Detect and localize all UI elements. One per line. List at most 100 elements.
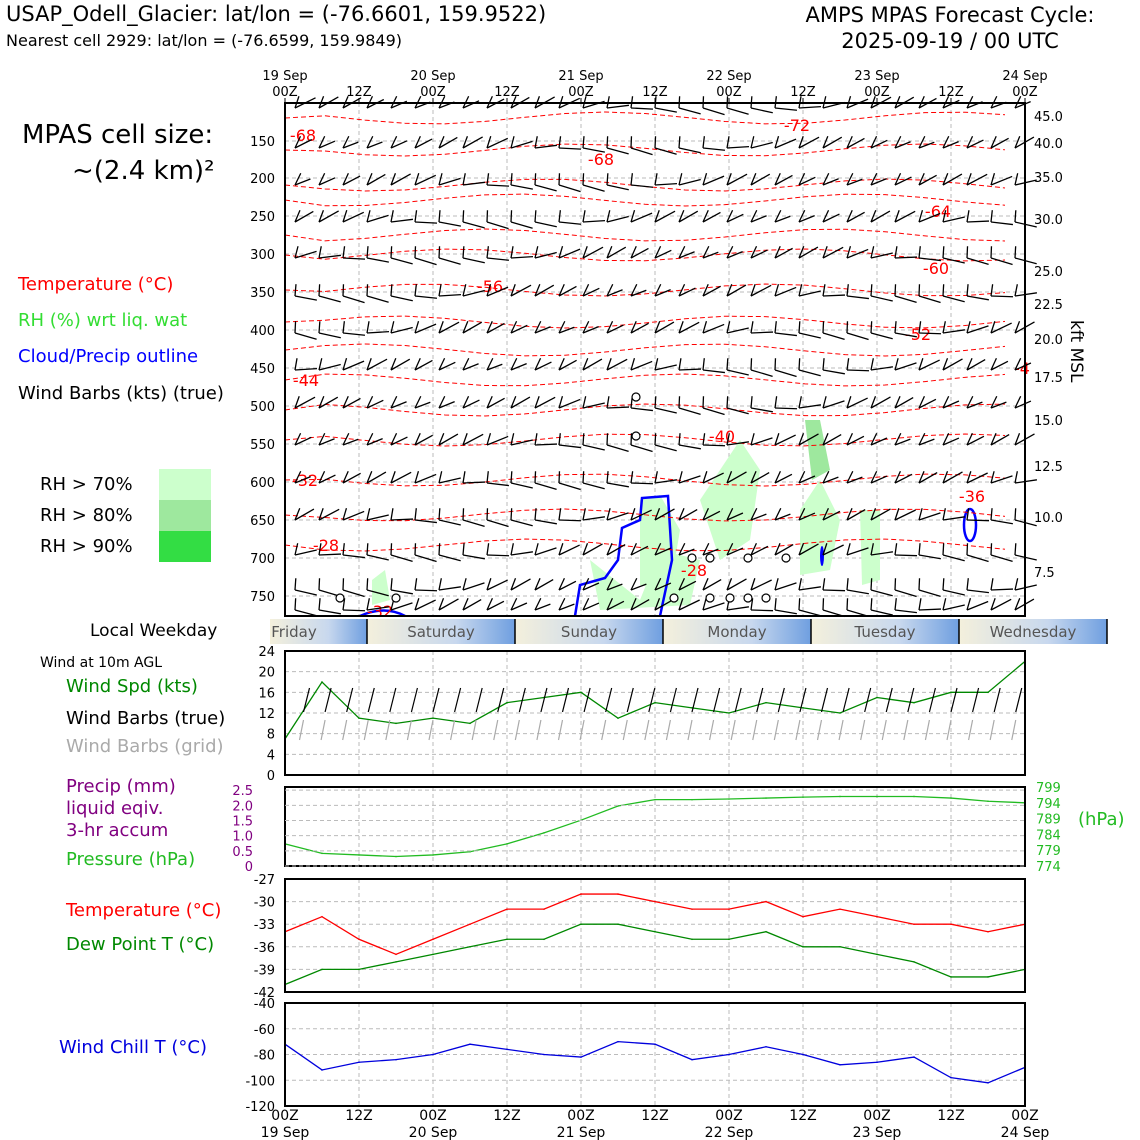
contour-label: -28	[313, 536, 339, 555]
wind-barb	[798, 246, 819, 259]
wind-barb	[894, 141, 911, 149]
wind-barb-grid	[514, 719, 520, 741]
precip-tick: 0.5	[232, 845, 253, 860]
dewpoint-line-point	[580, 923, 582, 925]
kft-tick-label: 20.0	[1034, 333, 1063, 348]
dewpoint-line-point	[950, 976, 952, 978]
wind-barb	[822, 332, 845, 340]
wind-barb-flag	[390, 284, 393, 297]
wind-barb	[894, 210, 916, 223]
wind-barb	[846, 295, 870, 300]
dewpoint-line-point	[691, 938, 693, 941]
top-date-label: 24 Sep	[1002, 69, 1047, 84]
wind-barb-flag	[966, 246, 969, 259]
pressure-tick-label: 400	[250, 324, 275, 339]
wind-barb	[606, 184, 629, 191]
weekday-name: Sunday	[561, 623, 617, 641]
wind-barb	[390, 589, 413, 595]
wind-barb	[942, 554, 965, 562]
contour-label: -72	[784, 116, 810, 135]
dewpoint-line-point	[543, 938, 545, 941]
wind-barb	[750, 107, 773, 114]
bottom-hour-label: 00Z	[567, 1108, 594, 1124]
wind-barb-flag	[798, 284, 803, 297]
wind-barb	[606, 482, 629, 488]
wind-barb-flag	[414, 395, 422, 409]
wind-barb	[654, 321, 675, 334]
wind-barb	[894, 176, 912, 186]
wind-barb-flag	[534, 577, 541, 591]
panel-ytick: -40	[254, 997, 275, 1012]
wind-barb-flag	[750, 598, 754, 611]
wind-barb-flag	[822, 432, 829, 446]
wind-barb	[798, 475, 816, 484]
wind-barb	[294, 589, 317, 596]
wind-chill-line-point	[358, 1061, 360, 1064]
panel-ytick: -30	[254, 896, 275, 911]
wind-barb	[726, 145, 750, 149]
wind-barb	[702, 510, 721, 521]
wind-barb-flag	[822, 246, 828, 259]
panel-ytick: -36	[254, 941, 275, 956]
wind-barb	[486, 286, 509, 297]
rh-shading	[860, 510, 880, 585]
wind-barb	[414, 257, 437, 266]
wind-barb-grid	[838, 719, 844, 741]
wind-barb	[798, 105, 822, 109]
wind-barb	[774, 107, 798, 111]
wind-barb	[798, 586, 822, 591]
dewpoint-line-point	[321, 968, 323, 971]
wind-barb-flag	[894, 432, 902, 446]
wind-panel: 0 4 8 12 16 20 24	[258, 645, 1026, 784]
wind-barb	[774, 138, 797, 149]
wind-barb	[726, 407, 749, 415]
legend-temperature: Temperature (°C)	[18, 274, 174, 295]
wind-barb-flag	[366, 578, 369, 591]
wind-barb-flag	[534, 357, 542, 371]
wind-barb-flag	[294, 396, 300, 409]
wind-barb-flag	[438, 543, 441, 556]
wind-barb-flag	[366, 135, 374, 149]
wind-barb	[534, 547, 557, 556]
wind-barb-flag	[726, 433, 730, 446]
wind-speed-line-point	[358, 717, 360, 719]
wind-barb	[462, 289, 485, 297]
wind-barb-flag	[414, 578, 418, 591]
wind-barb	[462, 433, 484, 446]
pressure-line-point	[358, 854, 360, 856]
wind-barb-flag	[654, 542, 662, 556]
wind-barb-flag	[462, 433, 468, 446]
wind-barb-flag	[774, 245, 781, 259]
wind-barb	[990, 519, 1013, 525]
wind-barb	[414, 359, 433, 371]
wind-barb-flag	[582, 433, 585, 446]
wind-barb-flag	[750, 321, 754, 334]
wind-barb-flag	[342, 321, 346, 334]
wind-barb	[702, 579, 722, 591]
wind-barb-true	[410, 687, 418, 713]
wind-barb-flag	[966, 284, 969, 297]
wind-barb	[558, 359, 577, 371]
wind-barb-flag	[630, 358, 636, 371]
wind-barb-flag	[894, 358, 899, 371]
wind-barb	[510, 578, 531, 591]
wind-barb-flag	[1014, 284, 1018, 297]
wind-barb-flag	[582, 136, 585, 149]
wind-barb	[486, 137, 509, 149]
wind-barb	[966, 295, 989, 301]
wind-barb-flag	[942, 284, 945, 297]
wind-barb-flag	[846, 543, 851, 556]
temperature-line-point	[876, 915, 878, 918]
wind-barb-grid	[557, 719, 564, 741]
temperature-line-point	[543, 908, 545, 910]
wind-barb-flag	[942, 172, 949, 186]
pressure-tick-label: 150	[250, 135, 275, 150]
wind-barb-flag	[438, 246, 441, 259]
wind-barb-flag	[918, 210, 924, 223]
kft-tick-label: 45.0	[1034, 110, 1063, 125]
dewpoint-line-point	[839, 946, 841, 948]
wind-barb	[342, 472, 361, 484]
wind-barb	[654, 364, 677, 371]
wind-barb-flag	[462, 320, 469, 334]
bottom-hour-label: 00Z	[271, 1108, 298, 1124]
